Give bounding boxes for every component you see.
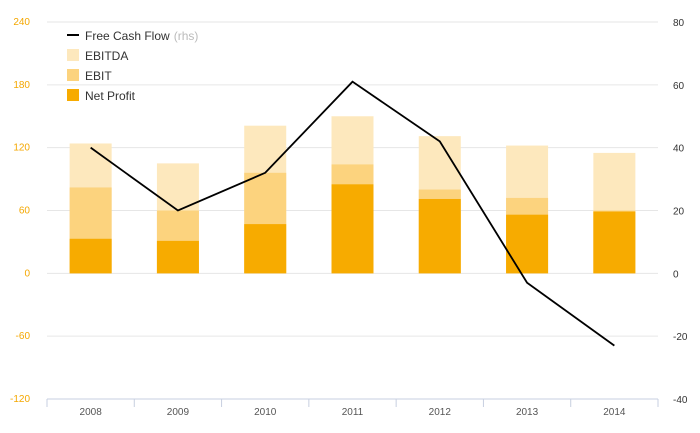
x-tick-label: 2011	[342, 407, 364, 418]
legend-label: EBITDA	[85, 49, 128, 63]
y-right-tick-label: 80	[673, 18, 685, 29]
y-left-tick-label: -60	[16, 331, 31, 342]
y-right-tick-label: 60	[673, 81, 685, 92]
y-left-tick-label: 0	[24, 268, 30, 279]
x-tick-label: 2012	[429, 407, 452, 418]
legend-label-text: EBIT	[85, 69, 112, 83]
bar-net-profit	[69, 238, 112, 274]
bar-net-profit	[593, 211, 636, 274]
legend-label: Free Cash Flow (rhs)	[85, 29, 198, 43]
bar-net-profit	[156, 240, 199, 274]
bar-net-profit	[418, 198, 461, 274]
y-right-tick-label: -40	[673, 395, 688, 406]
y-left-tick-label: 120	[13, 143, 30, 154]
x-tick-label: 2013	[516, 407, 539, 418]
bar-net-profit	[506, 214, 549, 274]
bar-layer	[69, 116, 636, 274]
y-right-tick-label: 40	[673, 144, 685, 155]
y-left-tick-label: 240	[13, 17, 30, 28]
y-right-tick-label: 0	[673, 269, 679, 280]
bar-net-profit	[331, 184, 374, 274]
y-right-tick-label: -20	[673, 332, 688, 343]
legend-label-text: Free Cash Flow	[85, 29, 170, 43]
legend: Free Cash Flow (rhs) EBITDA EBIT Net Profit	[67, 29, 198, 103]
x-tick-label: 2014	[603, 407, 626, 418]
legend-label-text: EBITDA	[85, 49, 128, 63]
x-tick-label: 2009	[167, 407, 190, 418]
legend-label: Net Profit	[85, 89, 136, 103]
legend-marker-box	[67, 49, 79, 61]
axis-layer: 240 180 120 60 0 -60 -120 80 60 40 20 0 -20 -40 2008 20…	[10, 17, 688, 418]
bar-net-profit	[244, 224, 287, 274]
legend-marker-box	[67, 69, 79, 81]
y-left-tick-label: 180	[13, 80, 30, 91]
legend-label-sub: (rhs)	[174, 29, 199, 43]
line-layer	[90, 80, 615, 347]
line-free-cash-flow	[90, 80, 615, 347]
legend-label-text: Net Profit	[85, 89, 136, 103]
y-left-tick-label: -120	[10, 394, 30, 405]
legend-label: EBIT	[85, 69, 112, 83]
y-left-tick-label: 60	[19, 206, 31, 217]
x-tick-label: 2008	[80, 407, 103, 418]
x-tick-label: 2010	[254, 407, 277, 418]
legend-marker-box	[67, 89, 79, 101]
y-right-tick-label: 20	[673, 207, 685, 218]
